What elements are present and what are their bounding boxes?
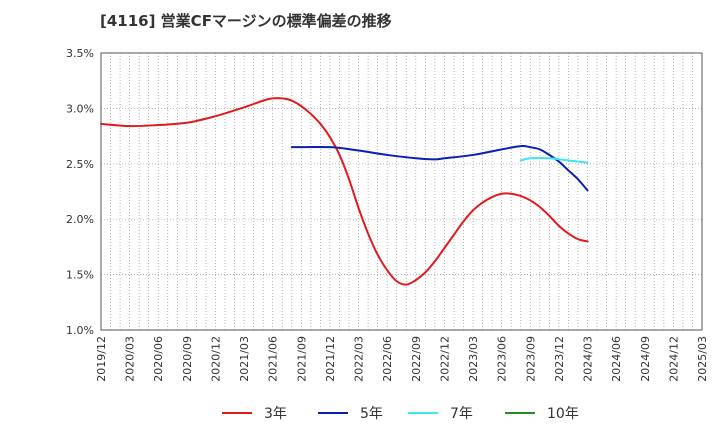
x-tick-label: 2023/03	[467, 336, 480, 382]
x-tick-label: 2021/03	[238, 336, 251, 382]
y-axis: 1.0% 1.5% 2.0% 2.5% 3.0% 3.5%	[66, 47, 94, 337]
x-tick-label: 2020/09	[181, 336, 194, 382]
y-tick-label: 2.0%	[66, 213, 94, 226]
y-tick-label: 1.0%	[66, 324, 94, 337]
chart-title: [4116] 営業CFマージンの標準偏差の推移	[100, 12, 392, 30]
x-tick-label: 2020/12	[209, 336, 222, 382]
legend-label: 5年	[360, 406, 383, 422]
x-tick-label: 2024/03	[582, 336, 595, 382]
x-tick-label: 2019/12	[95, 336, 108, 382]
x-tick-label: 2020/03	[124, 336, 137, 382]
x-tick-label: 2024/09	[639, 336, 652, 382]
legend-label: 7年	[450, 406, 473, 422]
y-tick-label: 1.5%	[66, 269, 94, 282]
x-tick-label: 2023/12	[553, 336, 566, 382]
series-layer	[100, 97, 589, 286]
series-line-7年	[519, 156, 589, 164]
x-tick-label: 2021/12	[324, 336, 337, 382]
x-tick-label: 2020/06	[152, 336, 165, 382]
x-tick-label: 2022/09	[410, 336, 423, 382]
x-tick-label: 2024/06	[610, 336, 623, 382]
x-tick-label: 2023/06	[496, 336, 509, 382]
x-tick-label: 2024/12	[667, 336, 680, 382]
series-line-5年	[290, 144, 589, 192]
legend-label: 10年	[547, 406, 579, 422]
plot-area-frame	[100, 52, 703, 331]
y-tick-label: 3.0%	[66, 102, 94, 115]
x-tick-label: 2022/03	[353, 336, 366, 382]
x-tick-label: 2022/12	[438, 336, 451, 382]
x-tick-label: 2023/09	[524, 336, 537, 382]
x-tick-label: 2025/03	[696, 336, 709, 382]
legend: 3年 5年 7年 10年	[222, 406, 579, 422]
x-tick-label: 2021/06	[267, 336, 280, 382]
legend-label: 3年	[264, 406, 287, 422]
chart-grid	[101, 53, 702, 330]
x-axis: 2019/12 2020/03 2020/06 2020/09 2020/12 2021/…	[95, 336, 709, 382]
x-tick-label: 2021/09	[295, 336, 308, 382]
x-tick-label: 2022/06	[381, 336, 394, 382]
y-tick-label: 2.5%	[66, 158, 94, 171]
y-tick-label: 3.5%	[66, 47, 94, 60]
series-line-3年	[100, 97, 589, 286]
